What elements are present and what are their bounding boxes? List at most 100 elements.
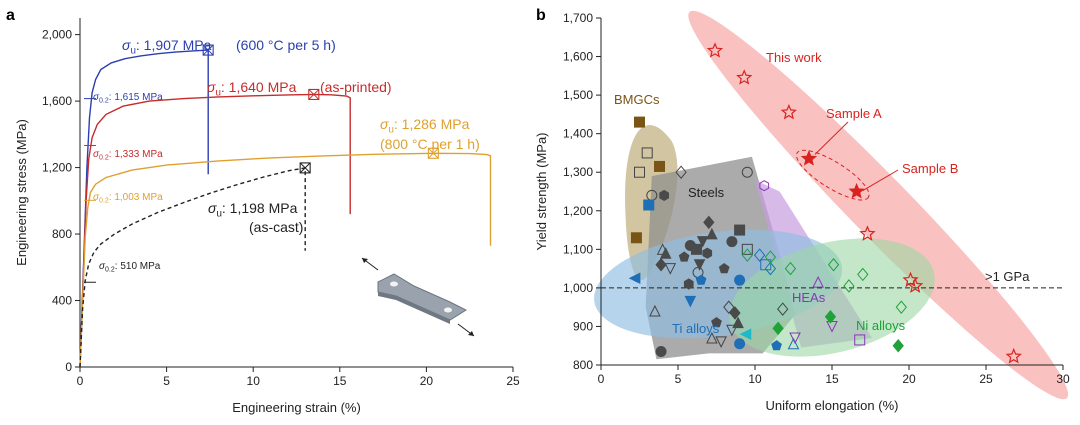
a-series-cast-uts-cross: [299, 162, 311, 174]
b-label-this-work: This work: [766, 50, 822, 65]
b-point-steel-open: [741, 166, 753, 178]
a-uts-label-cast-subscript: u: [216, 209, 221, 220]
b-point-ni: [764, 250, 777, 264]
specimen-hole-left: [390, 281, 398, 287]
b-y-tick-label: 1,500: [563, 88, 593, 102]
panel-b-points: [628, 42, 1022, 364]
b-point-this-work: [736, 69, 753, 85]
specimen-body: [377, 273, 468, 321]
b-point-steel-open: [706, 331, 718, 344]
b-label-steels: Steels: [688, 185, 725, 200]
b-point-ti: [734, 274, 746, 286]
a-y-tick-label: 2,000: [42, 28, 72, 42]
specimen-arrowhead-right: [468, 331, 474, 336]
b-y-tick-label: 1,300: [563, 165, 593, 179]
b-point-ti: [695, 274, 707, 285]
b-point-this-work: [780, 103, 797, 120]
a-series-heat600-line: [79, 49, 209, 368]
a-uts-label-heat600-subscript: u: [130, 46, 135, 57]
b-x-tick-label: 5: [675, 372, 682, 386]
b-point-bmgc: [654, 160, 666, 172]
a-series-cast-line: [79, 167, 306, 368]
a-x-tick-label: 0: [77, 374, 84, 388]
b-sample-group-outline: [795, 149, 870, 201]
a-yield-label-heat800-symbol: σ: [93, 192, 100, 203]
a-yield-label-printed-subscript: 0.2: [99, 155, 109, 162]
b-point-steel-filled: [683, 278, 694, 290]
a-y-tick-label: 800: [52, 227, 72, 241]
a-yield-label-heat600-value: : 1,615 MPa: [109, 92, 163, 103]
b-point-bmgc: [634, 116, 645, 128]
b-y-tick-label: 1,400: [563, 127, 593, 141]
a-yield-label-heat800-subscript: 0.2: [99, 198, 109, 205]
a-uts-label-printed: σu: 1,640 MPa: [207, 79, 297, 99]
b-point-this-work-sample: [800, 150, 818, 166]
a-series-printed-uts-marker: [308, 88, 320, 100]
a-uts-label-heat800: σu: 1,286 MPa: [380, 116, 470, 136]
b-point-steel-open: [741, 243, 753, 255]
a-yield-label-printed-value: : 1,333 MPa: [109, 149, 163, 160]
a-uts-label-printed-symbol: σ: [207, 79, 216, 95]
b-point-steel-filled: [729, 306, 741, 320]
b-arrow-sample-b: [862, 169, 899, 192]
a-yield-label-heat800: σ0.2: 1,003 MPa: [93, 192, 163, 205]
a-yield-label-cast-symbol: σ: [99, 261, 106, 272]
b-y-axis-title: Yield strength (MPa): [534, 132, 549, 250]
panel-a-series: [79, 44, 492, 368]
b-arrow-sample-a: [814, 121, 849, 155]
a-yield-label-heat600-subscript: 0.2: [99, 98, 109, 105]
b-point-steel-filled: [732, 316, 744, 329]
b-label-ni: Ni alloys: [856, 318, 906, 333]
a-yield-label-cast-value: : 510 MPa: [115, 261, 161, 272]
b-point-this-work: [706, 42, 724, 58]
b-point-ni: [741, 248, 753, 262]
b-point-steel-open: [675, 165, 687, 180]
a-series-heat600-uts-cross: [202, 44, 214, 56]
b-point-hea: [854, 334, 866, 346]
b-point-steel-filled: [696, 236, 709, 248]
a-yield-label-heat600-symbol: σ: [93, 92, 100, 103]
panel-b-annotations: This work BMGCs Steels Ti alloys HEAs Ni allo…: [614, 50, 958, 336]
b-reference-label: >1 GPa: [985, 269, 1030, 284]
panel-a-stress-strain-chart: a 0 5 10 15 20 25 0 400 800 1,200 1,600 2,000 Engine…: [6, 7, 520, 415]
a-uts-label-heat800-symbol: σ: [380, 116, 389, 132]
a-uts-label-cast-symbol: σ: [208, 200, 217, 216]
b-point-ti: [764, 261, 777, 276]
b-point-steel-filled: [734, 224, 746, 236]
b-point-ni: [843, 279, 855, 293]
a-uts-note-printed: (as-printed): [320, 79, 392, 95]
b-point-steel-filled: [678, 251, 690, 262]
b-y-tick-label: 800: [573, 358, 593, 372]
b-point-steel-open: [715, 336, 727, 348]
b-y-tick-label: 1,600: [563, 50, 593, 64]
b-point-steel-filled: [718, 262, 730, 274]
a-yield-label-heat800-value: : 1,003 MPa: [109, 192, 163, 203]
b-point-steel-open: [777, 302, 789, 316]
b-x-tick-label: 20: [902, 372, 916, 386]
b-point-ti: [734, 338, 746, 350]
b-point-steel-filled: [659, 247, 672, 259]
b-point-ti: [643, 199, 655, 211]
b-point-steel-open: [723, 300, 735, 314]
a-series-heat800-uts-marker: [427, 147, 439, 159]
a-series-heat600-uts-marker: [202, 44, 214, 56]
b-y-tick-label: 1,100: [563, 242, 593, 256]
b-label-bmgc: BMGCs: [614, 92, 660, 107]
a-uts-label-heat600: σu: 1,907 MPa: [122, 37, 212, 57]
b-point-steel-filled: [711, 316, 722, 328]
b-label-sample-a: Sample A: [826, 106, 882, 121]
panel-b-label: b: [536, 7, 546, 24]
b-point-steel-open: [726, 324, 738, 337]
b-point-ni: [824, 310, 837, 324]
b-point-this-work: [1005, 347, 1022, 364]
a-yield-label-cast-subscript: 0.2: [105, 267, 115, 274]
b-point-steel-open: [641, 147, 653, 159]
b-point-steel-filled: [693, 259, 706, 271]
b-point-steel-filled: [655, 257, 667, 272]
a-uts-note-heat600: (600 °C per 5 h): [236, 37, 336, 53]
b-point-steel-open: [664, 263, 677, 275]
b-point-steel-filled: [726, 236, 738, 248]
a-y-tick-label: 0: [65, 360, 72, 374]
a-series-heat800-uts-cross: [427, 147, 439, 159]
